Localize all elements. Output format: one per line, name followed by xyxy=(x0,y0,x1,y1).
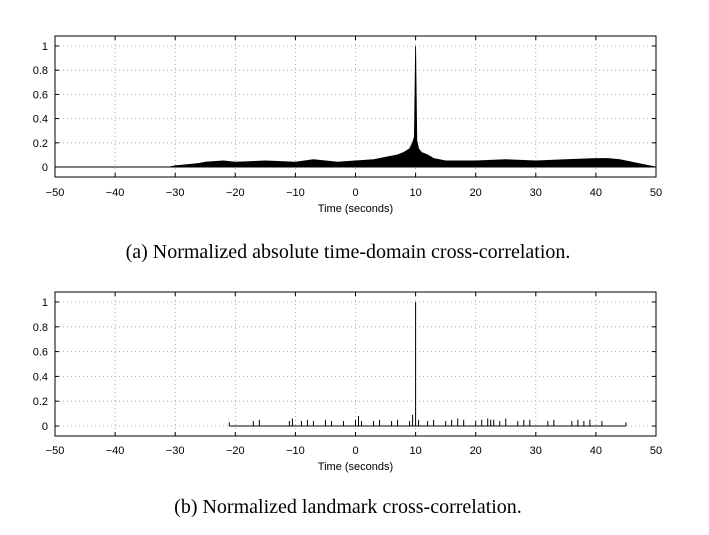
x-tick-label: 40 xyxy=(590,187,602,199)
x-tick-label: −50 xyxy=(46,187,65,199)
x-tick-label: −30 xyxy=(166,187,185,199)
plot-frame xyxy=(54,35,657,178)
x-tick-label: 50 xyxy=(650,445,662,457)
x-tick-label: −10 xyxy=(286,187,305,199)
caption-b: (b) Normalized landmark cross-correlatio… xyxy=(174,496,522,518)
y-tick-label: 0.8 xyxy=(33,65,48,77)
x-tick-label: 10 xyxy=(409,187,421,199)
y-tick-label: 0.2 xyxy=(33,396,48,408)
x-tick-label: −40 xyxy=(106,187,125,199)
x-tick-label: 10 xyxy=(409,445,421,457)
y-tick-label: 0.8 xyxy=(33,322,48,334)
chart-panel-a: −50 −40 −30 −20 −10 0 10 20 30 40 50 0 0.2 0.4 0.6 0.8 1… xyxy=(33,35,662,215)
y-tick-label: 1 xyxy=(42,41,48,53)
x-axis-label: Time (seconds) xyxy=(318,461,393,473)
x-tick-label: −40 xyxy=(106,445,125,457)
x-tick-label: 20 xyxy=(470,187,482,199)
y-tick-label: 0.4 xyxy=(33,114,48,126)
x-tick-label: −10 xyxy=(286,445,305,457)
x-tick-label: −20 xyxy=(226,445,245,457)
y-tick-label: 0 xyxy=(42,421,48,433)
y-tick-label: 0.4 xyxy=(33,371,48,383)
x-tick-label: −20 xyxy=(226,187,245,199)
y-tick-label: 0.6 xyxy=(33,89,48,101)
x-tick-label: 40 xyxy=(590,445,602,457)
y-tick-label: 0 xyxy=(42,162,48,174)
series-line xyxy=(55,45,657,168)
x-tick-label: 20 xyxy=(470,445,482,457)
x-axis-label: Time (seconds) xyxy=(318,203,393,215)
y-tick-label: 0.2 xyxy=(33,138,48,150)
x-tick-label: 0 xyxy=(352,445,358,457)
y-tick-label: 1 xyxy=(42,297,48,309)
x-tick-label: 30 xyxy=(530,445,542,457)
caption-a: (a) Normalized absolute time-domain cros… xyxy=(126,241,571,263)
y-tick-label: 0.6 xyxy=(33,347,48,359)
x-tick-label: 0 xyxy=(352,187,358,199)
chart-panel-b: −50 −40 −30 −20 −10 0 10 20 30 40 50 0 0.2 0.4 0.6 0.8 1… xyxy=(33,291,662,473)
x-tick-label: −30 xyxy=(166,445,185,457)
x-tick-label: 30 xyxy=(530,187,542,199)
x-tick-label: −50 xyxy=(46,445,65,457)
x-tick-label: 50 xyxy=(650,187,662,199)
